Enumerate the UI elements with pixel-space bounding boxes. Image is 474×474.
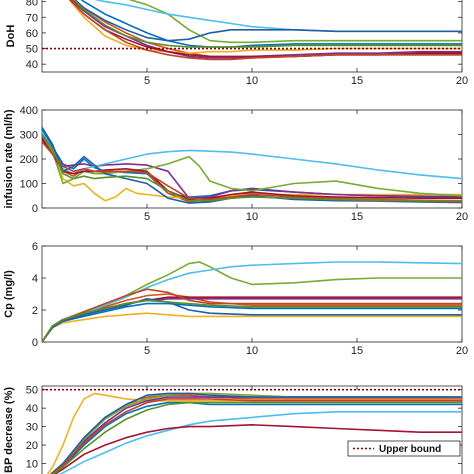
series-line-8 [49, 392, 462, 474]
y-tick-label: 70 [26, 12, 38, 24]
legend-label: Upper bound [379, 444, 441, 455]
series-line-10 [73, 0, 462, 48]
subplot-3: 5 10 15 20 0 2 4 6 Cp (mg/l) [3, 241, 468, 357]
y-axis-label: BP decrease (%) [3, 387, 15, 473]
series-line-6 [58, 411, 462, 474]
y-tick-label: 40 [26, 59, 38, 71]
y-axis-label: DoH [5, 25, 17, 48]
y-tick-label: 4 [32, 273, 38, 285]
series-line-10 [42, 299, 462, 342]
series-line-2 [42, 293, 462, 342]
series-line-8 [42, 126, 462, 204]
y-tick-label: 100 [20, 179, 38, 191]
series-line-3 [68, 0, 462, 54]
series-line-8 [73, 0, 462, 42]
subplot-1: 5 10 15 20 40 50 60 70 80 DoH [5, 0, 468, 87]
y-tick-label: 80 [26, 0, 38, 9]
y-tick-label: 0 [32, 203, 38, 215]
series-line-10 [51, 401, 462, 474]
series-line-6 [42, 261, 462, 342]
series-line-2 [49, 394, 462, 474]
y-tick-label: 20 [26, 440, 38, 452]
legend: Upper bound [347, 440, 461, 457]
y-tick-label: 0 [32, 337, 38, 349]
y-tick-label: 200 [20, 154, 38, 166]
series-line-10 [42, 133, 462, 202]
y-tick-label: 300 [20, 130, 38, 142]
series-line-1 [51, 401, 462, 474]
x-tick-label: 15 [351, 345, 363, 357]
series-line-4 [42, 136, 462, 199]
series-group [42, 126, 462, 204]
x-tick-label: 10 [246, 211, 258, 223]
series-line-5 [42, 261, 462, 342]
series-line-9 [70, 0, 462, 61]
series-group [68, 0, 462, 61]
series-line-2 [42, 138, 462, 203]
x-tick-label: 5 [144, 75, 150, 87]
series-line-4 [71, 0, 462, 59]
y-tick-label: 60 [26, 28, 38, 40]
x-tick-label: 10 [246, 75, 258, 87]
y-tick-label: 10 [26, 459, 38, 471]
legend-box [347, 440, 461, 457]
series-group [42, 261, 462, 342]
x-tick-label: 10 [246, 345, 258, 357]
y-tick-label: 40 [26, 403, 38, 415]
y-axis-label: Cp (mg/l) [3, 270, 15, 318]
y-axis-label: infusion rate (ml/h) [3, 109, 15, 208]
x-tick-label: 20 [456, 75, 468, 87]
y-tick-label: 6 [32, 241, 38, 253]
series-line-8 [42, 298, 462, 342]
y-tick-label: 30 [26, 422, 38, 434]
x-tick-label: 15 [351, 75, 363, 87]
y-tick-label: 2 [32, 305, 38, 317]
series-line-4 [50, 396, 462, 474]
series-line-3 [46, 392, 462, 474]
axes-frame [41, 245, 463, 343]
subplot-4: 01020304050BP decrease (%)Upper bound [3, 385, 463, 474]
x-tick-label: 20 [456, 211, 468, 223]
x-tick-label: 20 [456, 345, 468, 357]
x-tick-label: 5 [144, 345, 150, 357]
x-tick-label: 5 [144, 211, 150, 223]
series-line-5 [49, 392, 462, 474]
series-group [46, 392, 462, 474]
y-tick-label: 50 [26, 385, 38, 397]
x-tick-label: 15 [351, 211, 363, 223]
y-tick-label: 50 [26, 44, 38, 56]
series-line-7 [53, 424, 462, 474]
y-tick-label: 400 [20, 105, 38, 117]
series-line-9 [50, 398, 462, 474]
series-line-3 [42, 312, 462, 342]
